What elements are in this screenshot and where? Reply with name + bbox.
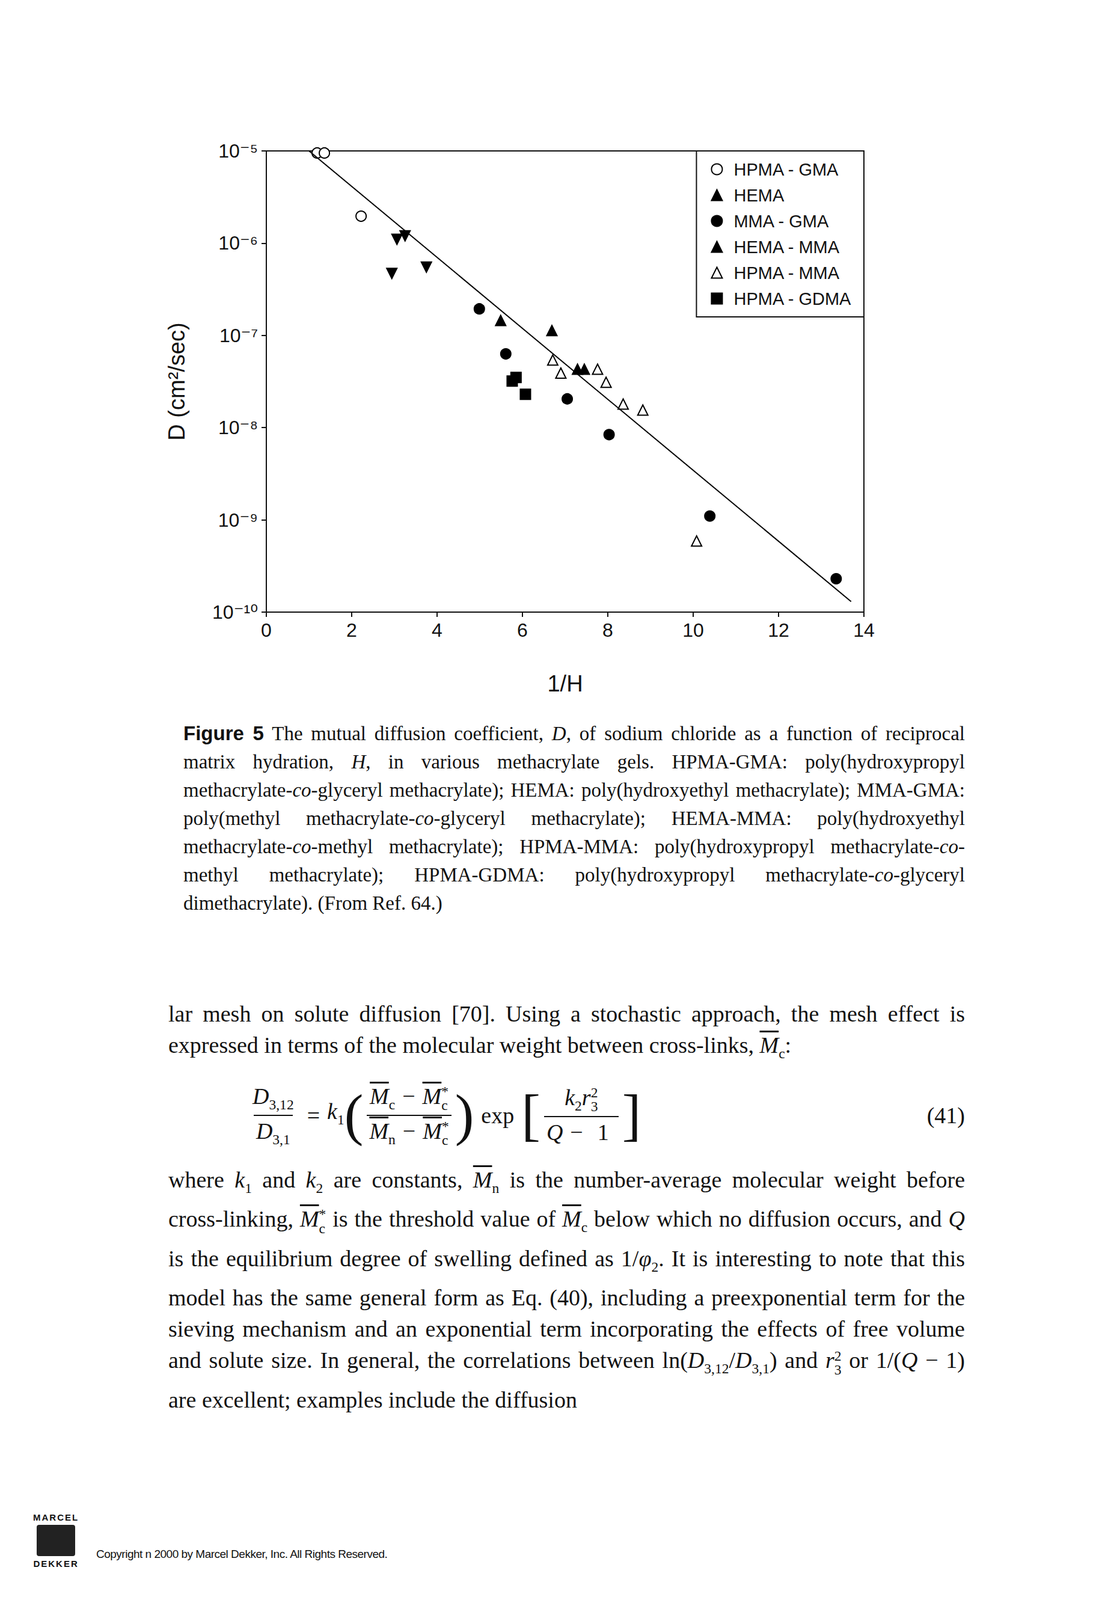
html-text:Q −: Q − — [546, 1119, 584, 1145]
html-text:MARCEL: MARCEL — [33, 1512, 79, 1523]
svg-text:D (cm²/sec): D (cm²/sec) — [164, 322, 190, 441]
svg-text:MMA - GMA: MMA - GMA — [733, 211, 830, 231]
html-text:k2r2: k2r2 — [564, 1084, 598, 1114]
svg-text:0: 0 — [260, 619, 272, 641]
svg-text:8: 8 — [602, 619, 614, 641]
html-text:is the equilibrium degree of s: is the equilibrium degree of swelling de… — [168, 1245, 965, 1377]
svg-text:1/H: 1/H — [547, 670, 583, 697]
html-text:3: 3 — [590, 1098, 598, 1115]
svg-text:12: 12 — [767, 619, 790, 641]
html-text:Figure 5 The mutual diffusion: Figure 5 The mutual diffusion coefficien… — [183, 722, 965, 914]
svg-text:14: 14 — [853, 619, 875, 641]
html-text:DEKKER: DEKKER — [33, 1558, 79, 1569]
html-text:Copyright n 2000 by Marcel Dek: Copyright n 2000 by Marcel Dekker, Inc. … — [96, 1547, 388, 1561]
svg-text:HPMA - MMA: HPMA - MMA — [733, 263, 840, 283]
html-text:D3,1: D3,1 — [256, 1117, 291, 1147]
svg-text:10: 10 — [682, 619, 705, 641]
svg-text:6: 6 — [517, 619, 528, 641]
html-text:D3,12: D3,12 — [252, 1083, 294, 1112]
svg-text:HEMA: HEMA — [733, 185, 784, 206]
html-text:c: c — [441, 1132, 449, 1148]
svg-text:10⁻⁶: 10⁻⁶ — [218, 232, 258, 254]
html-text:where k1and k2are constants, M: where k1and k2are constants, Mnis the nu… — [168, 1166, 965, 1232]
svg-text:10⁻⁷: 10⁻⁷ — [219, 324, 258, 347]
html-text:lar mesh on solute diffusion [: lar mesh on solute diffusion [70]. Using… — [168, 1000, 965, 1061]
html-text:3or 1/(Q − 1) are excellent; e: 3or 1/(Q − 1) are excellent; examples in… — [168, 1347, 965, 1413]
svg-text:10⁻⁸: 10⁻⁸ — [218, 416, 258, 439]
html-text:c: c — [441, 1097, 448, 1113]
html-text:Mc − M*: Mc − M* — [369, 1083, 449, 1112]
svg-text:HPMA - GMA: HPMA - GMA — [733, 159, 839, 180]
html-text:(41): (41) — [926, 1102, 965, 1128]
html-text:cis the threshold value of Mcb: cis the threshold value of Mcbelow which… — [318, 1206, 965, 1237]
svg-text:2: 2 — [346, 619, 358, 641]
svg-text:HPMA - GDMA: HPMA - GDMA — [733, 289, 852, 309]
html-text:Mn − M*: Mn − M* — [369, 1117, 449, 1147]
svg-text:4: 4 — [431, 619, 443, 641]
html-text:1: 1 — [597, 1119, 609, 1145]
html-text:exp: exp — [481, 1102, 515, 1128]
svg-text:HEMA - MMA: HEMA - MMA — [733, 237, 840, 257]
svg-text:10⁻⁹: 10⁻⁹ — [218, 509, 258, 531]
svg-text:10⁻¹⁰: 10⁻¹⁰ — [212, 601, 258, 623]
html-text:= k1: = k1 — [307, 1098, 345, 1128]
svg-text:10⁻⁵: 10⁻⁵ — [218, 140, 258, 162]
